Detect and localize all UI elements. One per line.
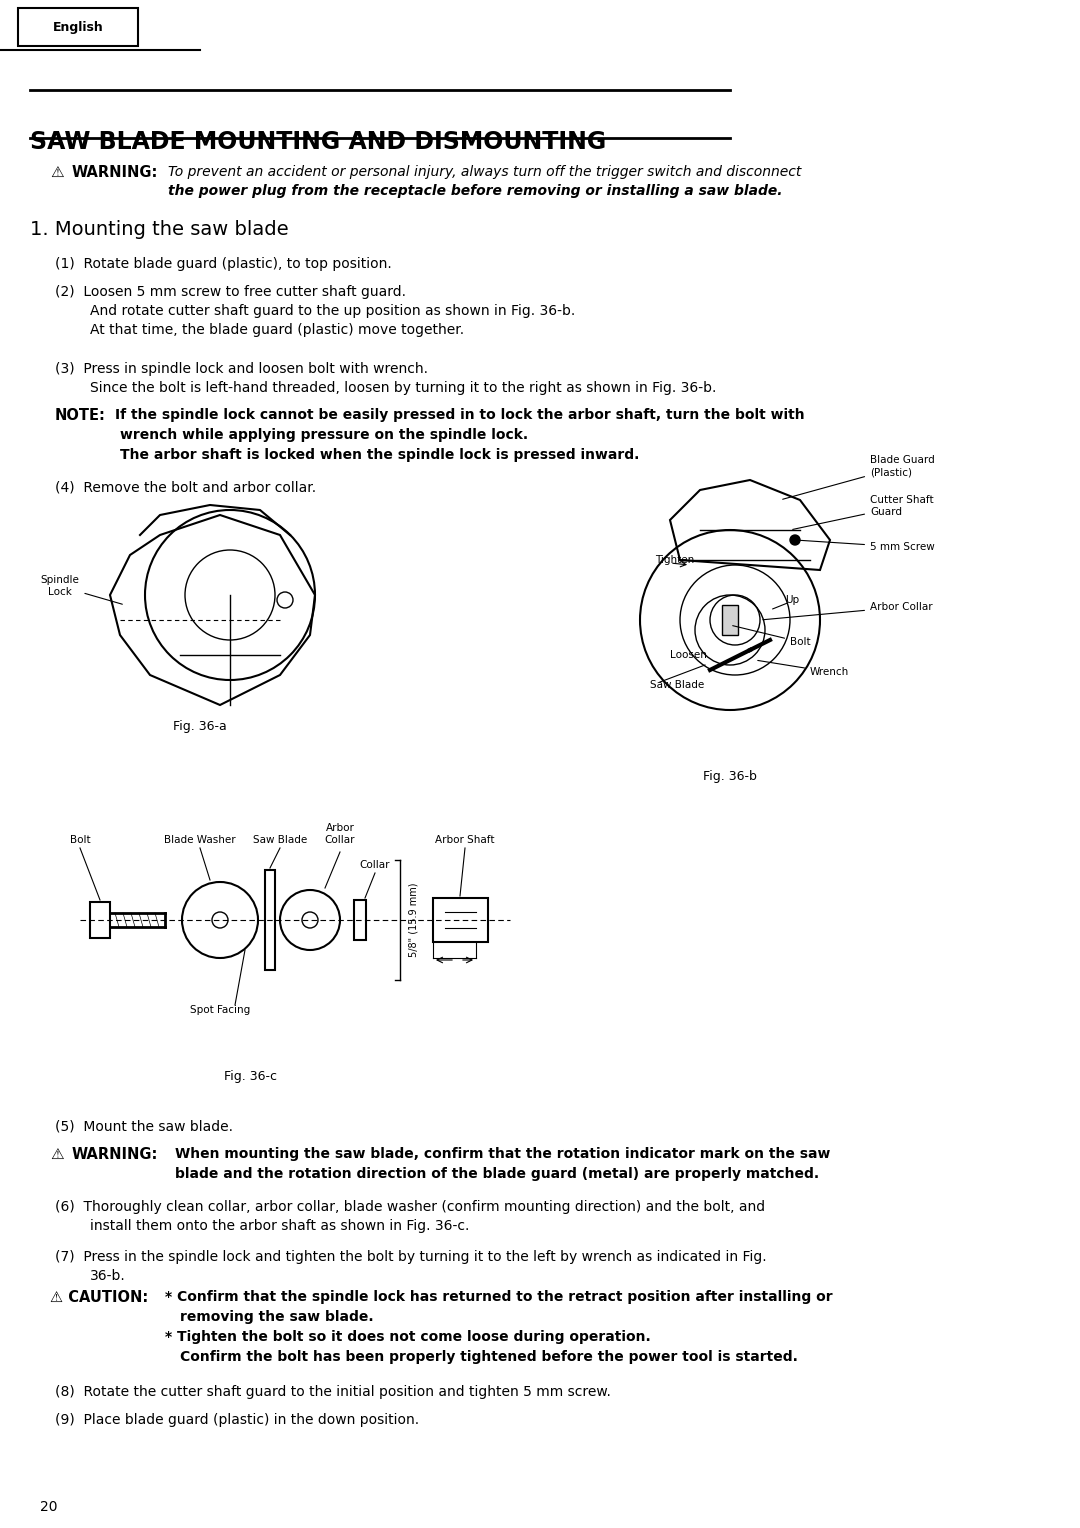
Text: Confirm the bolt has been properly tightened before the power tool is started.: Confirm the bolt has been properly tight… [180,1351,798,1365]
Text: (3)  Press in spindle lock and loosen bolt with wrench.: (3) Press in spindle lock and loosen bol… [55,362,428,376]
Text: Saw Blade: Saw Blade [650,680,704,691]
Text: NOTE:: NOTE: [55,408,106,423]
Text: When mounting the saw blade, confirm that the rotation indicator mark on the saw: When mounting the saw blade, confirm tha… [175,1148,831,1161]
Text: Up: Up [785,594,799,605]
FancyBboxPatch shape [723,605,738,636]
Text: (2)  Loosen 5 mm screw to free cutter shaft guard.: (2) Loosen 5 mm screw to free cutter sha… [55,286,406,299]
Text: To prevent an accident or personal injury, always turn off the trigger switch an: To prevent an accident or personal injur… [168,165,801,179]
Text: SAW BLADE MOUNTING AND DISMOUNTING: SAW BLADE MOUNTING AND DISMOUNTING [30,130,606,154]
Text: If the spindle lock cannot be easily pressed in to lock the arbor shaft, turn th: If the spindle lock cannot be easily pre… [114,408,805,422]
FancyBboxPatch shape [18,8,138,46]
Text: install them onto the arbor shaft as shown in Fig. 36-c.: install them onto the arbor shaft as sho… [90,1219,470,1233]
Text: * Tighten the bolt so it does not come loose during operation.: * Tighten the bolt so it does not come l… [165,1329,651,1345]
Text: (4)  Remove the bolt and arbor collar.: (4) Remove the bolt and arbor collar. [55,480,316,494]
Text: ⚠: ⚠ [50,165,64,180]
Text: Tighten: Tighten [654,555,694,565]
Text: Blade Washer: Blade Washer [164,834,235,845]
Text: Fig. 36-a: Fig. 36-a [173,720,227,733]
Text: The arbor shaft is locked when the spindle lock is pressed inward.: The arbor shaft is locked when the spind… [120,448,639,461]
FancyBboxPatch shape [354,900,366,940]
Text: 20: 20 [40,1500,57,1514]
Text: Bolt: Bolt [732,625,811,646]
Text: Cutter Shaft
Guard: Cutter Shaft Guard [793,495,933,529]
Text: 1. Mounting the saw blade: 1. Mounting the saw blade [30,220,288,238]
Text: wrench while applying pressure on the spindle lock.: wrench while applying pressure on the sp… [120,428,528,442]
Text: Fig. 36-b: Fig. 36-b [703,770,757,782]
Text: (6)  Thoroughly clean collar, arbor collar, blade washer (confirm mounting direc: (6) Thoroughly clean collar, arbor colla… [55,1199,765,1215]
Text: At that time, the blade guard (plastic) move together.: At that time, the blade guard (plastic) … [90,322,464,338]
Text: Arbor Collar: Arbor Collar [762,602,933,620]
Text: the power plug from the receptacle before removing or installing a saw blade.: the power plug from the receptacle befor… [168,183,783,199]
Text: removing the saw blade.: removing the saw blade. [180,1309,374,1323]
Text: blade and the rotation direction of the blade guard (metal) are properly matched: blade and the rotation direction of the … [175,1167,819,1181]
Text: Loosen: Loosen [670,649,707,660]
Text: English: English [53,20,104,34]
Circle shape [789,535,800,545]
Text: Arbor
Collar: Arbor Collar [325,824,355,845]
Text: 5/8" (15.9 mm): 5/8" (15.9 mm) [408,883,418,957]
FancyBboxPatch shape [90,902,110,938]
Text: (5)  Mount the saw blade.: (5) Mount the saw blade. [55,1120,233,1134]
Text: (9)  Place blade guard (plastic) in the down position.: (9) Place blade guard (plastic) in the d… [55,1413,419,1427]
Text: (7)  Press in the spindle lock and tighten the bolt by turning it to the left by: (7) Press in the spindle lock and tighte… [55,1250,767,1264]
Text: Arbor Shaft: Arbor Shaft [435,834,495,845]
Text: WARNING:: WARNING: [72,1148,159,1161]
Text: (1)  Rotate blade guard (plastic), to top position.: (1) Rotate blade guard (plastic), to top… [55,257,392,270]
Text: Saw Blade: Saw Blade [253,834,307,845]
Text: Spindle
Lock: Spindle Lock [41,576,122,604]
Text: Bolt: Bolt [70,834,91,845]
Text: 36-b.: 36-b. [90,1268,125,1284]
Text: ⚠ CAUTION:: ⚠ CAUTION: [50,1290,148,1305]
Text: 5 mm Screw: 5 mm Screw [798,541,935,552]
FancyBboxPatch shape [433,898,488,941]
Text: And rotate cutter shaft guard to the up position as shown in Fig. 36-b.: And rotate cutter shaft guard to the up … [90,304,576,318]
Text: WARNING:: WARNING: [72,165,159,180]
Text: (8)  Rotate the cutter shaft guard to the initial position and tighten 5 mm scre: (8) Rotate the cutter shaft guard to the… [55,1384,611,1400]
Text: Fig. 36-c: Fig. 36-c [224,1070,276,1083]
Text: * Confirm that the spindle lock has returned to the retract position after insta: * Confirm that the spindle lock has retu… [165,1290,833,1303]
Text: Blade Guard
(Plastic): Blade Guard (Plastic) [783,455,935,500]
Text: Since the bolt is left-hand threaded, loosen by turning it to the right as shown: Since the bolt is left-hand threaded, lo… [90,380,716,396]
Text: Spot Facing: Spot Facing [190,1005,251,1015]
Text: Collar: Collar [360,860,390,869]
Text: ⚠: ⚠ [50,1148,64,1161]
Text: Wrench: Wrench [758,660,849,677]
